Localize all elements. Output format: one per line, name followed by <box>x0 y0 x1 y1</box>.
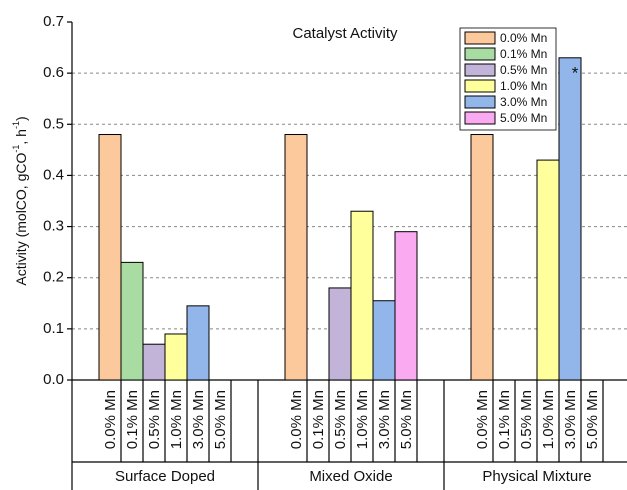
x-tick-label: 1.0% Mn <box>354 390 371 449</box>
y-label-part: ) <box>13 116 29 121</box>
legend-swatch <box>464 95 496 109</box>
x-tick-label: 3.0% Mn <box>562 390 579 449</box>
x-tick-label: 5.0% Mn <box>398 390 415 449</box>
x-tick-label: 5.0% Mn <box>584 390 601 449</box>
y-tick-label: 0.5 <box>43 115 64 132</box>
y-label-part: -1 <box>11 145 21 153</box>
x-tick-label: 1.0% Mn <box>168 390 185 449</box>
bar <box>120 261 144 381</box>
bar <box>558 57 582 381</box>
bar <box>328 287 352 381</box>
y-label-part: -1 <box>11 121 21 129</box>
x-group-label: Surface Doped <box>115 468 215 485</box>
bar <box>394 231 418 381</box>
x-tick-label: 0.0% Mn <box>474 390 491 449</box>
x-tick-label: 1.0% Mn <box>540 390 557 449</box>
x-tick-label: 3.0% Mn <box>376 390 393 449</box>
x-tick-label: 0.1% Mn <box>124 390 141 449</box>
legend-swatch <box>464 79 496 93</box>
bar <box>164 333 188 381</box>
y-axis-label: Activity (molCO, gCO-1, h-1) <box>11 116 28 285</box>
y-label-part: Activity (molCO, gCO <box>13 153 29 286</box>
legend-label: 1.0% Mn <box>500 79 547 93</box>
legend-swatch <box>464 111 496 125</box>
x-tick-label: 5.0% Mn <box>212 390 229 449</box>
y-tick-label: 0.2 <box>43 269 64 286</box>
legend-swatch <box>464 47 496 61</box>
legend-label: 5.0% Mn <box>500 111 547 125</box>
legend-label: 0.5% Mn <box>500 63 547 77</box>
x-tick-label: 0.5% Mn <box>146 390 163 449</box>
x-tick-label: 0.5% Mn <box>332 390 349 449</box>
legend-swatch <box>464 31 496 45</box>
y-tick-label: 0.4 <box>43 166 64 183</box>
legend-label: 0.0% Mn <box>500 31 547 45</box>
chart-title: Catalyst Activity <box>292 25 398 42</box>
y-tick-label: 0.6 <box>43 64 64 81</box>
y-tick-label: 0.3 <box>43 218 64 235</box>
legend-label: 3.0% Mn <box>500 95 547 109</box>
y-tick-label: 0.0 <box>43 371 64 388</box>
y-tick-label: 0.1 <box>43 320 64 337</box>
x-group-label: Mixed Oxide <box>309 468 392 485</box>
bar <box>142 343 166 381</box>
annotation: * <box>572 63 579 82</box>
x-tick-label: 0.1% Mn <box>496 390 513 449</box>
y-label-part: , h <box>13 129 29 145</box>
x-tick-label: 0.0% Mn <box>102 390 119 449</box>
bar <box>98 134 122 381</box>
x-tick-label: 0.5% Mn <box>518 390 535 449</box>
legend-swatch <box>464 63 496 77</box>
x-tick-label: 3.0% Mn <box>190 390 207 449</box>
bar <box>284 134 308 381</box>
bar <box>536 159 560 381</box>
bar <box>350 210 374 381</box>
bar <box>186 305 210 381</box>
y-tick-label: 0.7 <box>43 13 64 30</box>
x-group-label: Physical Mixture <box>482 468 591 485</box>
x-tick-label: 0.0% Mn <box>288 390 305 449</box>
x-tick-label: 0.1% Mn <box>310 390 327 449</box>
bar <box>470 134 494 381</box>
legend-label: 0.1% Mn <box>500 47 547 61</box>
bar <box>372 300 396 381</box>
